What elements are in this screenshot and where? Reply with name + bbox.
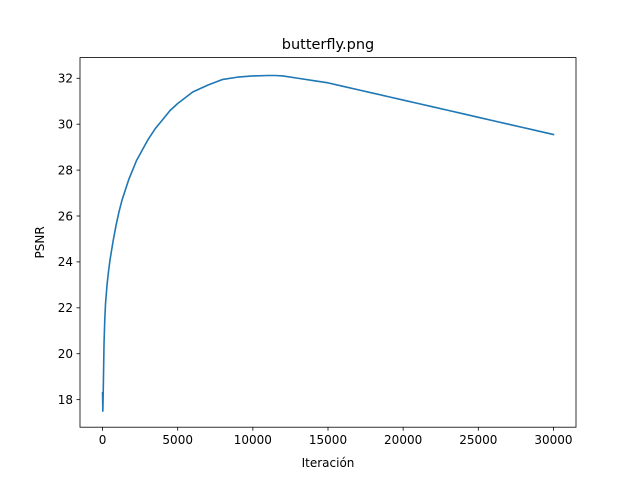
plot-area — [80, 57, 576, 428]
x-axis-ticks: 0 5000 10000 15000 20000 25000 30000 — [99, 427, 573, 447]
y-tick-label: 32 — [58, 72, 73, 86]
y-tick-label: 26 — [58, 209, 73, 223]
x-tick-label: 20000 — [384, 433, 422, 447]
y-tick-label: 24 — [58, 255, 73, 269]
plot-frame — [79, 57, 577, 428]
x-tick-label: 10000 — [234, 433, 272, 447]
x-axis-label: Iteración — [302, 456, 355, 470]
y-tick-label: 22 — [58, 301, 73, 315]
x-tick-label: 5000 — [162, 433, 193, 447]
y-tick-label: 18 — [58, 393, 73, 407]
x-tick-label: 15000 — [309, 433, 347, 447]
series-layer — [101, 74, 555, 412]
chart-title: butterfly.png — [282, 37, 375, 53]
y-axis-ticks: 18 20 22 24 26 28 30 32 — [58, 72, 80, 407]
x-tick-label: 0 — [99, 433, 107, 447]
psnr-series-line — [101, 74, 555, 412]
x-tick-label: 30000 — [534, 433, 572, 447]
x-tick-label: 25000 — [459, 433, 497, 447]
y-tick-label: 30 — [58, 117, 73, 131]
y-tick-label: 20 — [58, 347, 73, 361]
y-tick-label: 28 — [58, 163, 73, 177]
y-axis-label: PSNR — [33, 226, 47, 258]
